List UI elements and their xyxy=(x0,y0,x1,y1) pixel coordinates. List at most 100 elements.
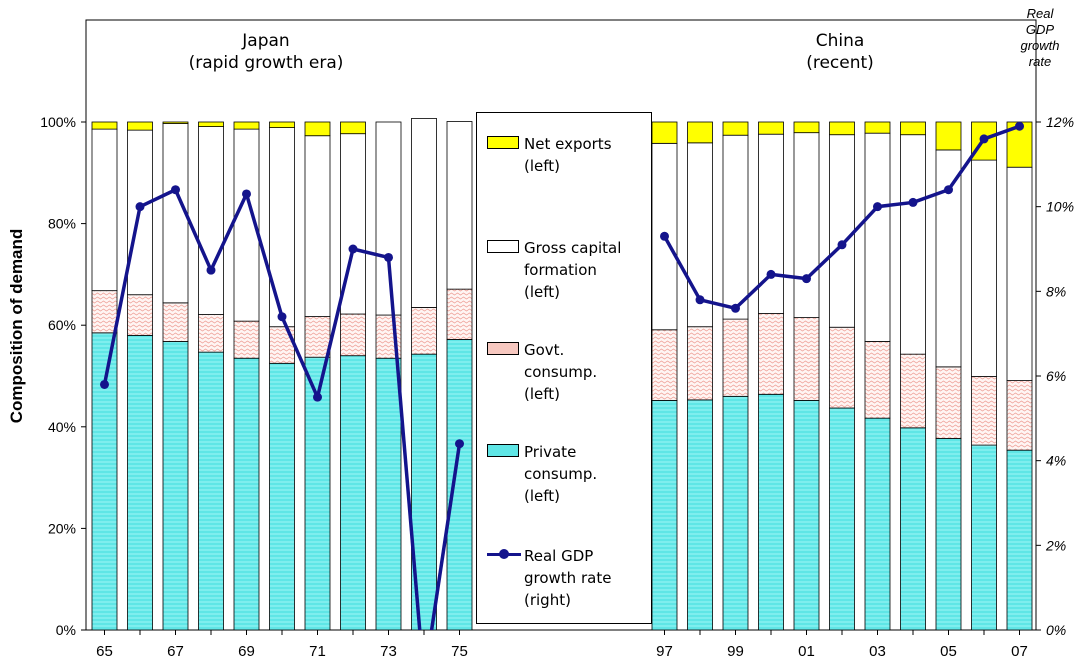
bar-govt xyxy=(304,316,331,358)
gdp-growth-point xyxy=(837,240,847,250)
japan-title-line1: Japan xyxy=(242,31,290,51)
bar-capital xyxy=(375,121,402,316)
bar-govt xyxy=(91,290,118,334)
y-tick-label: 20% xyxy=(48,520,76,536)
y2-tick-label: 2% xyxy=(1045,537,1066,553)
y2-axis-label: Real GDP growth rate xyxy=(1020,6,1059,69)
y2-tick-label: 8% xyxy=(1046,283,1066,299)
bar-private xyxy=(793,399,820,631)
bar-private xyxy=(864,417,891,631)
x-tick-label: 69 xyxy=(238,643,255,660)
bar-govt xyxy=(198,314,224,353)
y-axis-label: Composition of demand xyxy=(7,229,26,424)
legend: Net exports (left) Gross capital formati… xyxy=(476,112,652,624)
bar-private xyxy=(162,341,189,631)
y2-tick-label: 12% xyxy=(1046,114,1074,130)
y2-tick-label: 4% xyxy=(1046,453,1066,469)
gdp-growth-point xyxy=(455,439,464,449)
china-title-line1: China xyxy=(815,31,865,51)
bar-capital xyxy=(446,121,473,290)
japan-panel-title: Japan (rapid growth era) xyxy=(146,30,386,74)
gdp-growth-point xyxy=(873,202,882,212)
bar-capital xyxy=(198,126,224,315)
bar-net-exports xyxy=(935,121,962,151)
bar-govt xyxy=(411,307,437,355)
bar-net-exports xyxy=(900,121,926,136)
y-tick-label: 40% xyxy=(48,419,76,435)
gdp-growth-point xyxy=(348,244,358,254)
bar-net-exports xyxy=(162,121,189,124)
bar-govt xyxy=(651,329,678,401)
x-tick-label: 73 xyxy=(380,643,397,660)
legend-label-govt: Govt. consump. (left) xyxy=(524,341,598,403)
bar-capital xyxy=(793,132,820,318)
x-tick-label: 71 xyxy=(309,643,326,660)
bar-govt xyxy=(1006,380,1033,451)
gdp-growth-point xyxy=(1015,121,1024,131)
bar-net-exports xyxy=(651,121,678,144)
bar-private xyxy=(971,444,997,631)
y2-tick-label: 10% xyxy=(1046,199,1074,215)
bar-govt xyxy=(864,341,891,419)
gdp-growth-point xyxy=(206,265,216,275)
bar-capital xyxy=(935,149,962,368)
x-tick-label: 03 xyxy=(869,643,886,660)
y-tick-label: 60% xyxy=(48,317,76,333)
x-tick-label: 05 xyxy=(940,643,957,660)
bar-private xyxy=(651,399,678,631)
bar-net-exports xyxy=(758,121,784,135)
bar-private xyxy=(687,399,713,631)
legend-label-capital: Gross capital formation (left) xyxy=(524,239,622,301)
bar-net-exports xyxy=(304,121,331,137)
gdp-growth-point xyxy=(171,185,180,195)
gdp-growth-point xyxy=(135,202,145,212)
gdp-growth-point xyxy=(802,274,811,284)
bar-private xyxy=(198,351,224,631)
bar-private xyxy=(127,334,153,631)
gdp-growth-point xyxy=(313,392,322,402)
bar-capital xyxy=(304,135,331,317)
x-tick-label: 01 xyxy=(798,643,815,660)
bar-net-exports xyxy=(127,121,153,131)
y2-tick-label: 6% xyxy=(1046,368,1066,384)
x-tick-label: 75 xyxy=(451,643,468,660)
bar-capital xyxy=(1006,166,1033,381)
bar-govt xyxy=(340,313,366,357)
bar-govt xyxy=(758,313,784,395)
bar-capital xyxy=(411,118,437,308)
bar-net-exports xyxy=(198,121,224,127)
x-tick-label: 07 xyxy=(1011,643,1028,660)
bar-capital xyxy=(829,134,855,328)
y-tick-label: 80% xyxy=(48,216,76,232)
bar-private xyxy=(829,407,855,631)
gdp-growth-point xyxy=(242,189,251,199)
legend-marker-gdp xyxy=(499,549,509,559)
china-title-line2: (recent) xyxy=(806,53,874,73)
gdp-growth-point xyxy=(944,185,953,195)
bar-private xyxy=(1006,449,1033,631)
legend-label-private: Private consump. (left) xyxy=(524,443,598,505)
legend-label-gdp: Real GDP growth rate (right) xyxy=(524,547,612,609)
gdp-growth-point xyxy=(100,379,109,389)
bar-govt xyxy=(162,302,189,342)
legend-swatch-private xyxy=(487,444,519,457)
bar-govt xyxy=(722,318,749,397)
gdp-growth-point xyxy=(731,303,740,313)
china-panel-title: China (recent) xyxy=(740,30,940,74)
gdp-growth-point xyxy=(660,231,669,241)
bar-private xyxy=(340,355,366,631)
bar-capital xyxy=(900,134,926,355)
bar-private xyxy=(900,427,926,631)
bar-private xyxy=(233,357,260,631)
bar-net-exports xyxy=(233,121,260,130)
gdp-growth-point xyxy=(384,252,393,262)
gdp-growth-point xyxy=(766,269,776,279)
bar-capital xyxy=(864,132,891,342)
y2-tick-label: 0% xyxy=(1046,622,1066,638)
bar-net-exports xyxy=(687,121,713,144)
bar-private xyxy=(935,438,962,631)
gdp-growth-point xyxy=(277,312,287,322)
bar-net-exports xyxy=(269,121,295,128)
japan-title-line2: (rapid growth era) xyxy=(188,53,344,73)
